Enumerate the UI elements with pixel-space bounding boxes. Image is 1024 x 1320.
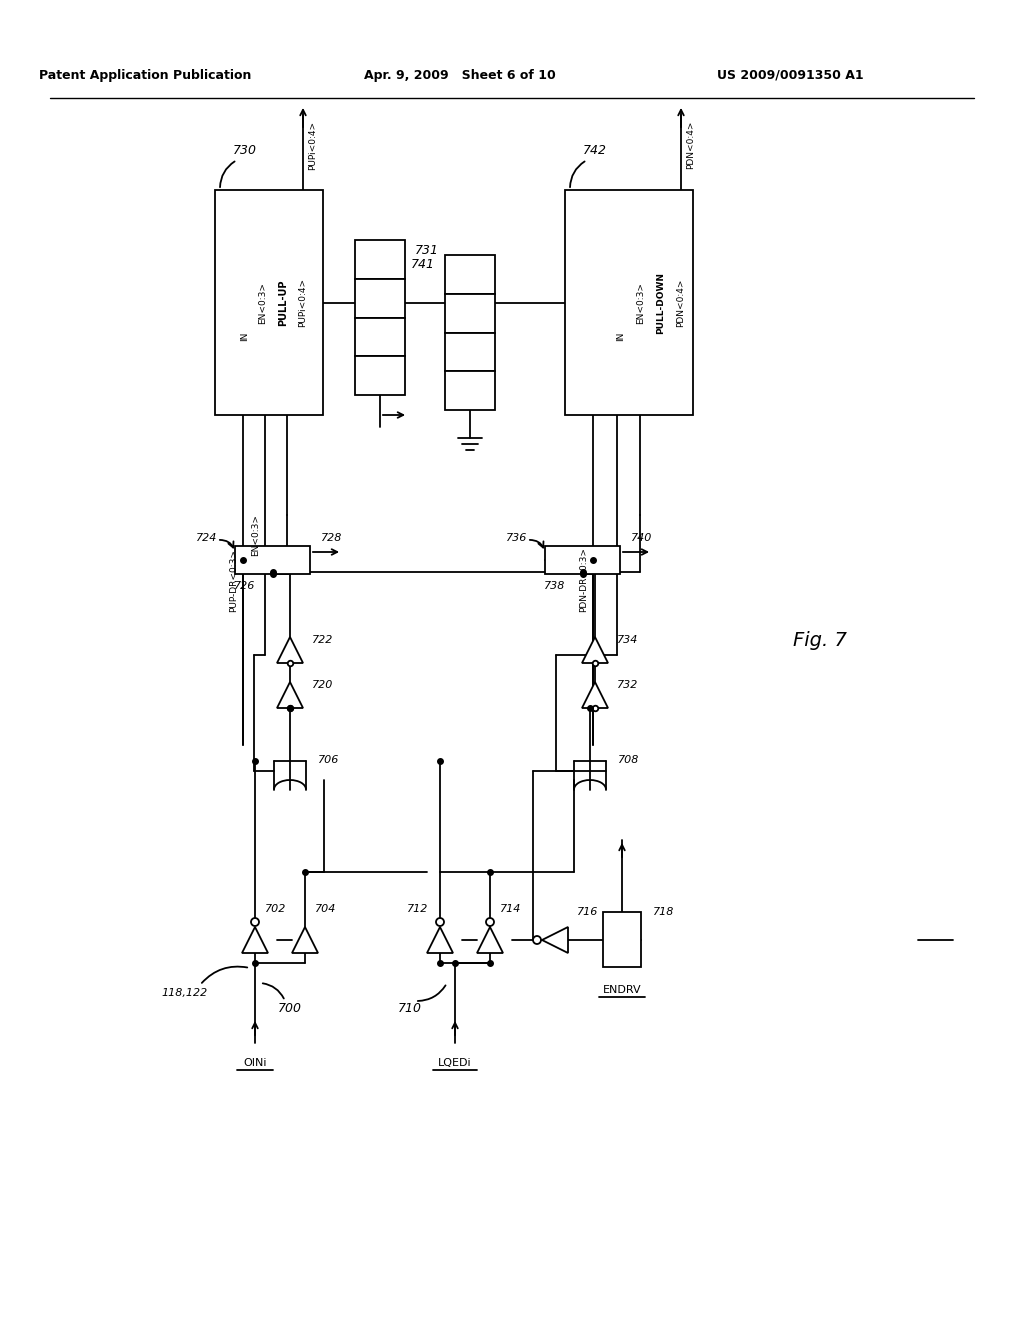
Bar: [445, 371, 495, 411]
Text: 720: 720: [312, 680, 334, 690]
Text: US 2009/0091350 A1: US 2009/0091350 A1: [717, 69, 863, 82]
Bar: [355, 279, 406, 318]
Polygon shape: [582, 682, 608, 708]
Text: 731: 731: [415, 243, 439, 256]
Text: LQEDi: LQEDi: [438, 1059, 472, 1068]
Text: 716: 716: [577, 907, 598, 917]
Polygon shape: [278, 682, 303, 708]
Text: 718: 718: [653, 907, 675, 917]
Bar: [445, 333, 495, 371]
Polygon shape: [427, 927, 453, 953]
Text: Fig. 7: Fig. 7: [793, 631, 847, 649]
Text: PULL-DOWN: PULL-DOWN: [656, 272, 666, 334]
Text: 730: 730: [233, 144, 257, 157]
Text: PDN<0:4>: PDN<0:4>: [677, 279, 685, 327]
Circle shape: [534, 936, 541, 944]
Text: 740: 740: [632, 533, 652, 543]
Polygon shape: [582, 638, 608, 663]
Polygon shape: [278, 638, 303, 663]
Polygon shape: [477, 927, 503, 953]
Text: 722: 722: [312, 635, 334, 645]
Text: 732: 732: [617, 680, 638, 690]
Text: PDN-DR<0:3>: PDN-DR<0:3>: [579, 548, 588, 612]
Text: OINi: OINi: [244, 1059, 266, 1068]
Text: 712: 712: [407, 904, 428, 913]
Text: 118,122: 118,122: [162, 987, 208, 998]
Text: EN<0:3>: EN<0:3>: [251, 513, 260, 556]
Bar: [355, 318, 406, 356]
Text: 714: 714: [500, 904, 521, 913]
Text: 741: 741: [411, 259, 435, 272]
Text: 710: 710: [398, 1002, 422, 1015]
Text: ENDRV: ENDRV: [603, 985, 641, 995]
Bar: [215, 190, 323, 414]
Text: 736: 736: [506, 533, 527, 543]
Text: EN<0:3>: EN<0:3>: [258, 281, 267, 323]
Text: 728: 728: [322, 533, 343, 543]
Polygon shape: [292, 927, 318, 953]
Text: 700: 700: [278, 1002, 302, 1015]
Text: IN: IN: [616, 331, 626, 341]
Polygon shape: [542, 927, 568, 953]
Text: 724: 724: [197, 533, 218, 543]
Text: 704: 704: [315, 904, 336, 913]
Bar: [445, 294, 495, 333]
Text: 706: 706: [318, 755, 339, 766]
Text: Apr. 9, 2009   Sheet 6 of 10: Apr. 9, 2009 Sheet 6 of 10: [365, 69, 556, 82]
Bar: [234, 546, 310, 574]
Circle shape: [251, 917, 259, 927]
Bar: [355, 240, 406, 279]
Text: Patent Application Publication: Patent Application Publication: [39, 69, 251, 82]
Text: PUP-DR<0:3>: PUP-DR<0:3>: [229, 549, 238, 611]
Bar: [545, 546, 620, 574]
Text: 738: 738: [545, 581, 565, 591]
Bar: [445, 255, 495, 294]
Text: IN: IN: [241, 331, 250, 341]
Text: 726: 726: [234, 581, 256, 591]
Text: 734: 734: [617, 635, 638, 645]
Text: PDN<0:4>: PDN<0:4>: [686, 120, 695, 169]
Text: 708: 708: [618, 755, 639, 766]
Text: 702: 702: [265, 904, 287, 913]
Circle shape: [436, 917, 444, 927]
Text: PUPi<0:4>: PUPi<0:4>: [308, 120, 317, 169]
Bar: [355, 356, 406, 395]
Polygon shape: [242, 927, 268, 953]
Text: PULL-UP: PULL-UP: [278, 280, 288, 326]
Text: EN<0:3>: EN<0:3>: [637, 281, 645, 323]
Bar: [565, 190, 693, 414]
Text: 742: 742: [583, 144, 607, 157]
Circle shape: [486, 917, 494, 927]
Text: PUPi<0:4>: PUPi<0:4>: [299, 279, 307, 327]
Bar: [603, 912, 641, 968]
